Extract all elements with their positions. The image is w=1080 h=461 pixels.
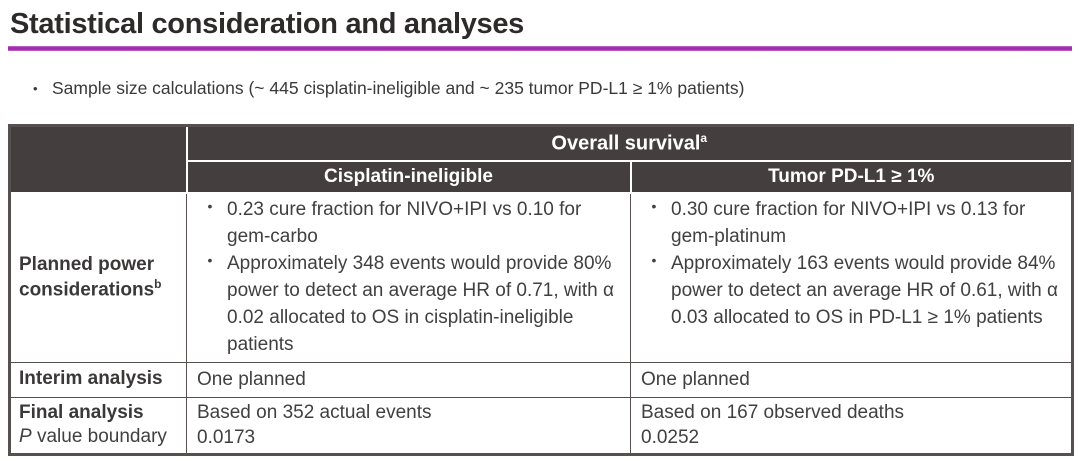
final-pdl1-line1: Based on 167 observed deaths (641, 401, 905, 423)
list-item: • 0.30 cure fraction for NIVO+IPI vs 0.1… (637, 197, 1067, 251)
list-item: • 0.23 cure fraction for NIVO+IPI vs 0.1… (193, 197, 626, 251)
power-pdl1-bullet-2: Approximately 163 events would provide 8… (671, 252, 1058, 328)
table-row-planned-power: Planned power considerationsb • 0.23 cur… (9, 192, 1074, 363)
intro-bullet-text: Sample size calculations (~ 445 cisplati… (52, 78, 745, 98)
row-label-interim-analysis: Interim analysis (9, 361, 187, 398)
footnote-marker-b: b (154, 277, 162, 292)
p-value-italic-p: P (19, 426, 32, 448)
final-analysis-label-line2: P value boundary (19, 425, 180, 450)
header-tumor-pdl1: Tumor PD-L1 ≥ 1% (629, 160, 1074, 194)
planned-power-label-text: Planned power considerations (19, 253, 155, 301)
power-cisplatin-bullet-2: Approximately 348 events would provide 8… (227, 252, 614, 355)
bullet-icon: • (207, 251, 213, 268)
bullet-icon: • (33, 81, 38, 96)
title-underline (8, 46, 1072, 51)
power-cisplatin-bullet-1: 0.23 cure fraction for NIVO+IPI vs 0.10 … (227, 199, 582, 247)
header-cisplatin-ineligible: Cisplatin-ineligible (185, 160, 632, 194)
bullet-icon: • (207, 198, 213, 214)
bullet-icon: • (651, 198, 657, 214)
list-item: • Approximately 348 events would provide… (193, 251, 626, 359)
cell-final-cisplatin: Based on 352 actual events 0.0173 (186, 396, 631, 456)
cell-power-pdl1: • 0.30 cure fraction for NIVO+IPI vs 0.1… (629, 192, 1074, 363)
intro-bullet-line: • Sample size calculations (~ 445 cispla… (33, 78, 1080, 100)
page-title: Statistical consideration and analyses (10, 8, 525, 40)
header-overall-survival: Overall survivala (185, 124, 1074, 162)
final-cisplatin-line2: 0.0173 (197, 427, 256, 449)
table-row-final-analysis: Final analysis P value boundary Based on… (9, 396, 1074, 456)
cell-interim-pdl1: One planned (629, 361, 1074, 398)
final-analysis-label-line1: Final analysis (19, 401, 144, 423)
footnote-marker-a: a (700, 131, 708, 146)
row-label-final-analysis: Final analysis P value boundary (9, 396, 187, 456)
cell-interim-cisplatin: One planned (186, 361, 631, 398)
header-corner-cell (8, 124, 188, 194)
list-item: • Approximately 163 events would provide… (637, 251, 1067, 332)
p-value-boundary-text: value boundary (31, 426, 167, 448)
statistical-analysis-table: Overall survivala Cisplatin-ineligible T… (8, 124, 1075, 457)
power-pdl1-bullet-1: 0.30 cure fraction for NIVO+IPI vs 0.13 … (671, 199, 1026, 247)
cell-final-pdl1: Based on 167 observed deaths 0.0252 (629, 396, 1074, 456)
table-row-interim-analysis: Interim analysis One planned One planned (9, 361, 1074, 398)
header-overall-survival-text: Overall survival (551, 132, 701, 155)
final-pdl1-line2: 0.0252 (641, 427, 700, 449)
row-label-planned-power: Planned power considerationsb (9, 192, 187, 363)
table-row-header-groups: Cisplatin-ineligible Tumor PD-L1 ≥ 1% (10, 160, 1074, 194)
table-row-header-overall: Overall survivala (8, 124, 1074, 194)
cell-power-cisplatin: • 0.23 cure fraction for NIVO+IPI vs 0.1… (186, 192, 631, 363)
bullet-icon: • (651, 251, 657, 268)
final-cisplatin-line1: Based on 352 actual events (197, 401, 432, 423)
